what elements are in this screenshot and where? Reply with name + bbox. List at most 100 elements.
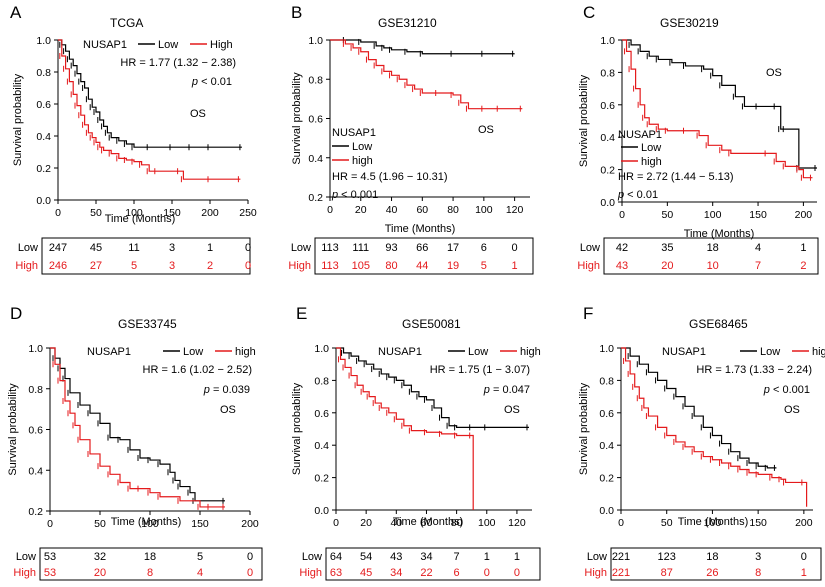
panel-letter: F <box>583 304 593 323</box>
risk-count: 0 <box>512 242 518 254</box>
risk-count: 45 <box>360 567 372 579</box>
y-tick-label: 0.0 <box>314 505 329 517</box>
y-tick-label: 0.6 <box>314 408 329 420</box>
risk-count: 1 <box>800 242 806 254</box>
chart-title: GSE68465 <box>689 317 748 331</box>
risk-count: 5 <box>481 260 487 272</box>
km-curve-low <box>50 347 225 502</box>
km-curve-high <box>622 39 813 179</box>
risk-count: 1 <box>484 551 490 563</box>
x-tick-label: 80 <box>447 204 459 216</box>
x-tick-label: 150 <box>163 207 181 219</box>
legend-label-high: High <box>210 39 233 51</box>
risk-count: 43 <box>390 551 402 563</box>
risk-count: 0 <box>247 567 253 579</box>
y-tick-label: 1.0 <box>308 35 323 47</box>
risk-count: 20 <box>661 260 673 272</box>
risk-count: 1 <box>207 242 213 254</box>
risk-table-box <box>314 237 534 275</box>
panel-letter: E <box>296 304 307 323</box>
risk-count: 1 <box>512 260 518 272</box>
y-tick-label: 0.4 <box>599 440 614 452</box>
y-tick-label: 0.8 <box>599 375 614 387</box>
hazard-ratio: HR = 1.77 (1.32 − 2.38) <box>120 57 236 69</box>
x-tick-label: 120 <box>506 204 524 216</box>
x-tick-label: 100 <box>704 209 722 221</box>
y-tick-label: 0.4 <box>36 131 51 143</box>
risk-count: 4 <box>197 567 203 579</box>
y-tick-label: 1.0 <box>600 35 615 47</box>
risk-count: 18 <box>706 551 718 563</box>
risk-count: 4 <box>755 242 761 254</box>
km-curve-high <box>330 39 523 110</box>
risk-count: 0 <box>484 567 490 579</box>
chart-title: TCGA <box>110 16 143 30</box>
hazard-ratio: HR = 2.72 (1.44 − 5.13) <box>618 171 734 183</box>
p-value: p = 0.039 <box>203 384 250 396</box>
chart-title: GSE30219 <box>660 16 719 30</box>
risk-row-label-low: Low <box>587 551 607 563</box>
panel-letter: A <box>10 3 22 22</box>
risk-table-box <box>41 237 251 275</box>
x-tick-label: 200 <box>241 518 259 530</box>
legend-label-low: Low <box>468 346 488 358</box>
km-curve-high <box>50 347 225 508</box>
risk-count: 3 <box>169 242 175 254</box>
risk-row-label-low: Low <box>291 242 311 254</box>
y-tick-label: 0.8 <box>314 375 329 387</box>
y-tick-label: 0.0 <box>599 505 614 517</box>
x-tick-label: 20 <box>360 517 372 529</box>
risk-count: 0 <box>801 551 807 563</box>
endpoint-label: OS <box>220 404 236 416</box>
legend-label-high: high <box>812 346 825 358</box>
risk-table-box <box>325 547 541 581</box>
x-tick-label: 150 <box>191 518 209 530</box>
x-tick-label: 0 <box>327 204 333 216</box>
x-axis-label: Time (Months) <box>111 516 182 528</box>
x-tick-label: 250 <box>239 207 257 219</box>
risk-row-label-high: High <box>13 567 36 579</box>
km-curve-low <box>330 39 515 55</box>
km-curve-low <box>336 347 529 428</box>
risk-count: 54 <box>360 551 372 563</box>
legend-label-low: Low <box>760 346 780 358</box>
legend-title: NUSAP1 <box>87 346 131 358</box>
risk-count: 32 <box>94 551 106 563</box>
x-tick-label: 50 <box>94 518 106 530</box>
risk-row-label-low: Low <box>18 242 38 254</box>
y-tick-label: 0.8 <box>36 67 51 79</box>
legend-label-low: Low <box>158 39 178 51</box>
risk-count: 18 <box>144 551 156 563</box>
risk-count: 246 <box>49 260 67 272</box>
x-tick-label: 100 <box>704 517 722 529</box>
p-value: p < 0.001 <box>331 189 378 201</box>
risk-count: 53 <box>44 567 56 579</box>
y-axis-label: Survival probability <box>7 383 19 476</box>
km-curve-high <box>58 39 241 180</box>
x-axis-label: Time (Months) <box>105 213 176 225</box>
legend-label-high: high <box>641 156 662 168</box>
p-value: p = 0.047 <box>483 384 530 396</box>
risk-count: 80 <box>385 260 397 272</box>
y-tick-label: 0.2 <box>308 192 323 204</box>
hazard-ratio: HR = 1.73 (1.33 − 2.24) <box>696 364 812 376</box>
risk-count: 7 <box>755 260 761 272</box>
risk-count: 3 <box>755 551 761 563</box>
y-tick-label: 0.6 <box>308 114 323 126</box>
x-tick-label: 0 <box>333 517 339 529</box>
x-tick-label: 0 <box>619 209 625 221</box>
risk-count: 2 <box>800 260 806 272</box>
x-tick-label: 0 <box>55 207 61 219</box>
risk-count: 123 <box>658 551 676 563</box>
risk-count: 0 <box>247 551 253 563</box>
y-axis-label: Survival probability <box>291 72 303 165</box>
endpoint-label: OS <box>478 124 494 136</box>
endpoint-label: OS <box>766 67 782 79</box>
risk-count: 44 <box>416 260 428 272</box>
hazard-ratio: HR = 1.6 (1.02 − 2.52) <box>143 364 252 376</box>
risk-count: 221 <box>612 567 630 579</box>
x-tick-label: 150 <box>749 517 767 529</box>
km-curve-low <box>622 39 817 169</box>
risk-row-label-high: High <box>584 567 607 579</box>
